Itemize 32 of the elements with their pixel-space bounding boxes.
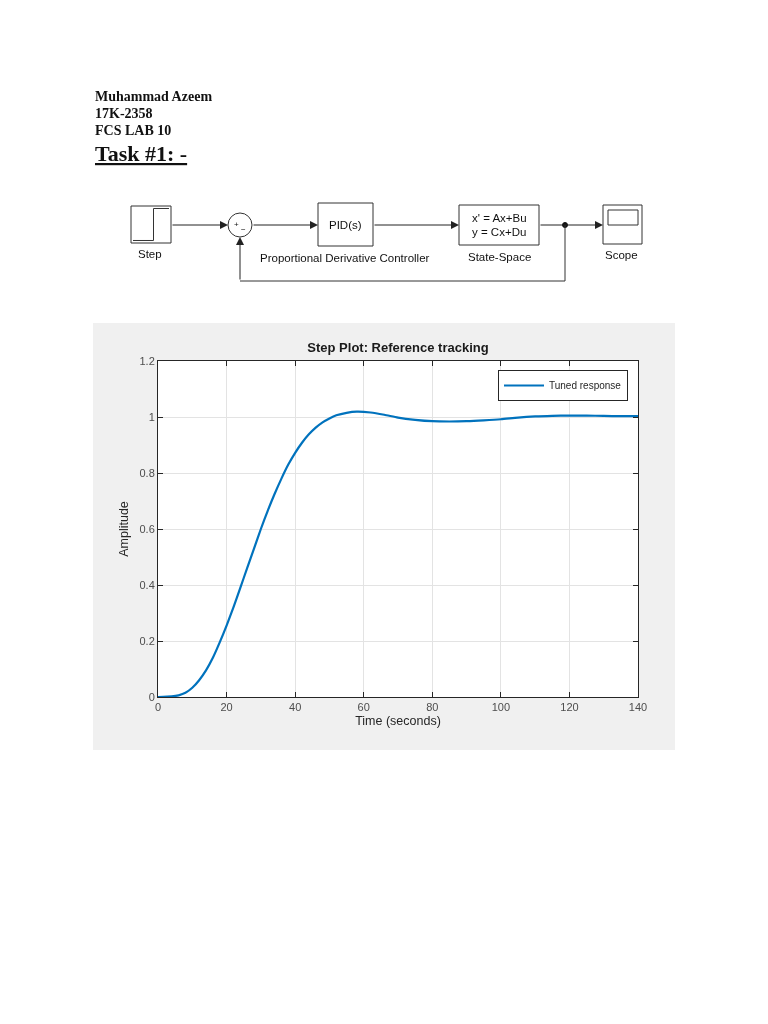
x-tick-label: 60 <box>357 701 370 714</box>
y-tick-label: 0 <box>148 690 155 703</box>
y-tick-label: 0.8 <box>139 466 155 479</box>
x-tick-label: 140 <box>628 701 648 714</box>
line-series <box>158 410 638 697</box>
x-tick-label: 120 <box>560 701 579 714</box>
y-tick-label: 0.2 <box>139 634 155 647</box>
text: PID(s) <box>329 219 362 231</box>
legend-label: Tuned response <box>549 380 622 392</box>
text: + <box>234 220 239 229</box>
x-tick-label: 80 <box>426 701 439 714</box>
text: State-Space <box>468 251 532 263</box>
chart-title: Step Plot: Reference tracking <box>307 339 489 355</box>
text: FCS LAB 10 <box>95 123 172 138</box>
text: y = Cx+Du <box>472 226 527 238</box>
text: Step <box>138 248 162 260</box>
text: x' = Ax+Bu <box>472 212 527 224</box>
text: Proportional Derivative Controller <box>260 252 430 264</box>
text: Task #1: - <box>95 141 188 166</box>
x-axis-title: Time (seconds) <box>355 714 441 729</box>
text: Muhammad Azeem <box>95 89 213 104</box>
y-tick-label: 1 <box>148 410 155 423</box>
y-tick-label: 0.4 <box>139 578 155 591</box>
y-axis-title: Amplitude <box>116 501 131 557</box>
y-tick-label: 1.2 <box>139 354 155 367</box>
x-tick-label: 100 <box>491 701 511 714</box>
text: 17K-2358 <box>95 106 153 121</box>
x-tick-label: 40 <box>289 701 302 714</box>
x-tick-label: 20 <box>220 701 233 714</box>
y-tick-label: 0.6 <box>139 522 155 535</box>
text: Scope <box>605 249 638 261</box>
text: − <box>241 225 246 234</box>
